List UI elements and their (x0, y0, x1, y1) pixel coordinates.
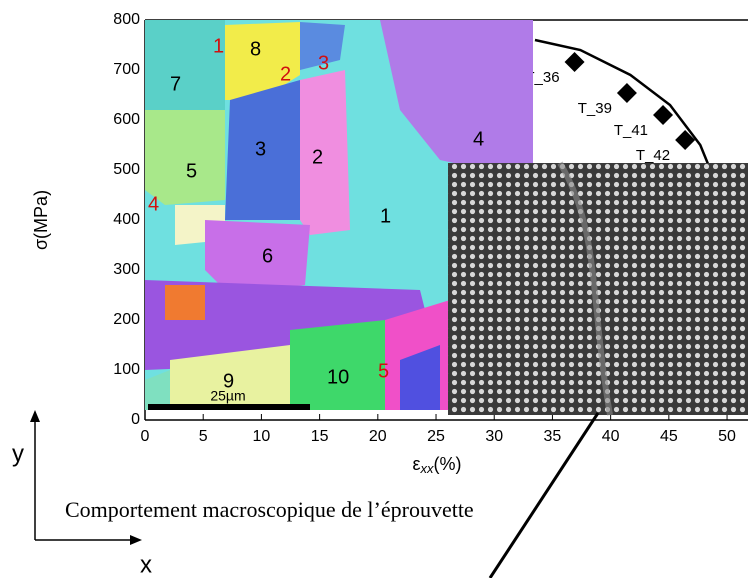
y-tick-label: 300 (113, 261, 140, 278)
point (564, 52, 585, 72)
y-tick-label: 200 (113, 311, 140, 328)
grain-label: 4 (473, 128, 484, 150)
point (616, 83, 637, 103)
grain-label: 2 (312, 146, 323, 168)
y-tick-label: 0 (131, 411, 140, 428)
point-label: T_42 (636, 147, 670, 164)
x-tick-label: 15 (311, 428, 329, 445)
grain-label: 10 (327, 366, 349, 388)
x-tick-label: 45 (660, 428, 678, 445)
grain-label: 3 (318, 52, 329, 74)
y-tick-label: 600 (113, 111, 140, 128)
grain-label: 5 (378, 360, 389, 382)
x-tick-label: 5 (199, 428, 208, 445)
grain-label: 1 (213, 35, 224, 57)
caption: Comportement macroscopique de l’éprouvet… (65, 497, 474, 522)
x-axis-label-part: ε (412, 454, 420, 474)
x-axis-label-part: (%) (434, 454, 462, 474)
point-label: T_41 (614, 122, 648, 139)
grain-label: 3 (255, 138, 266, 160)
y-tick-label: 400 (113, 211, 140, 228)
grain-label: 9 (223, 370, 234, 392)
grain-label: 8 (250, 38, 261, 60)
curve (534, 38, 710, 166)
scale-bar-label: 25µm (210, 388, 245, 404)
sketch-y-label: y (12, 440, 24, 467)
x-axis-label-part: xx (420, 461, 435, 476)
grain-label: 5 (186, 160, 197, 182)
axes-sketch: y x (12, 410, 152, 578)
x-tick-label: 40 (602, 428, 620, 445)
x-tick-label: 25 (427, 428, 445, 445)
x-tick-label: 0 (141, 428, 150, 445)
x-tick-label: 30 (485, 428, 503, 445)
x-axis-label: εxx(%) (412, 454, 461, 477)
sketch-x-label: x (140, 551, 152, 578)
grain-label: 7 (170, 73, 181, 95)
x-tick-label: 10 (253, 428, 271, 445)
point-label: T_36 (525, 69, 559, 86)
y-axis-label: σ(MPa) (31, 190, 51, 250)
y-tick-label: 500 (113, 161, 140, 178)
x-tick-label: 20 (369, 428, 387, 445)
grain-label: 4 (148, 193, 159, 215)
x-tick-label: 50 (718, 428, 736, 445)
y-tick-label: 100 (113, 361, 140, 378)
pointer-line (488, 412, 600, 579)
x-tick-label: 35 (544, 428, 562, 445)
y-tick-label: 800 (113, 11, 140, 28)
micrograph (448, 161, 748, 416)
grain-label: 1 (380, 205, 391, 227)
point (675, 130, 696, 150)
point-label: T_39 (578, 100, 612, 117)
point (653, 105, 674, 125)
y-tick-label: 700 (113, 61, 140, 78)
grain-label: 6 (262, 245, 273, 267)
grain-label: 2 (280, 63, 291, 85)
